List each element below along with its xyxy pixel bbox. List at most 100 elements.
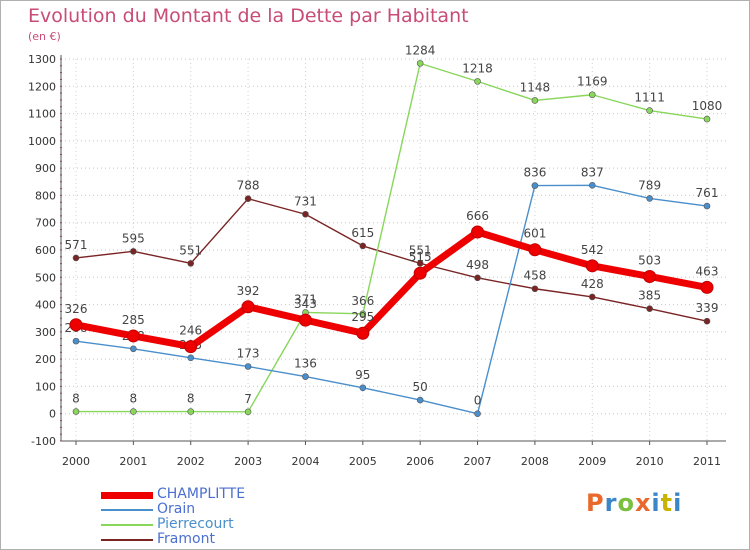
- legend-swatch: [101, 524, 153, 526]
- data-label-framont: 731: [294, 194, 317, 208]
- data-point-framont: [531, 285, 539, 293]
- series-line-pierrecourt: [76, 62, 708, 413]
- data-label-champlitte: 285: [122, 313, 145, 327]
- logo-letter: i: [673, 489, 683, 517]
- x-tick-label: 2001: [119, 455, 147, 468]
- y-tick-label: 300: [35, 326, 56, 339]
- x-tick-label: 2003: [234, 455, 262, 468]
- data-label-champlitte: 542: [581, 243, 604, 257]
- data-point-framont: [359, 242, 367, 250]
- data-label-framont: 615: [351, 226, 374, 240]
- data-point-orain: [130, 345, 137, 353]
- data-label-orain: 173: [237, 347, 260, 361]
- data-label-orain: 136: [294, 357, 317, 371]
- y-tick-label: 1000: [28, 135, 56, 148]
- data-label-champlitte: 666: [466, 209, 489, 223]
- data-label-champlitte: 343: [294, 297, 317, 311]
- data-point-pierrecourt: [531, 97, 539, 104]
- data-label-orain: 0: [474, 394, 482, 408]
- data-point-orain: [646, 195, 653, 202]
- data-label-champlitte: 601: [523, 227, 546, 241]
- data-label-pierrecourt: 1218: [462, 61, 493, 75]
- data-point-framont: [703, 317, 711, 325]
- data-label-pierrecourt: 1284: [405, 43, 436, 57]
- x-tick-label: 2009: [578, 455, 606, 468]
- series-line-orain: [75, 184, 708, 415]
- data-point-framont: [474, 274, 481, 282]
- data-label-pierrecourt: 371: [294, 292, 317, 306]
- data-label-framont: 428: [581, 277, 604, 291]
- data-point-champlitte: [413, 266, 427, 280]
- data-point-pierrecourt: [416, 60, 424, 67]
- data-point-champlitte: [126, 329, 140, 343]
- data-point-pierrecourt: [187, 408, 195, 415]
- data-point-framont: [302, 210, 309, 218]
- proxiti-logo: Proxiti: [586, 489, 682, 517]
- data-label-pierrecourt: 366: [351, 294, 374, 308]
- y-tick-label: 500: [35, 271, 56, 284]
- data-label-pierrecourt: 8: [187, 392, 195, 406]
- y-tick-label: 800: [35, 189, 56, 202]
- legend-label: Orain: [157, 501, 196, 517]
- data-point-champlitte: [298, 313, 312, 327]
- data-point-champlitte: [528, 243, 542, 257]
- data-point-pierrecourt: [588, 91, 596, 99]
- data-point-orain: [531, 182, 539, 189]
- data-point-orain: [416, 396, 424, 404]
- data-label-framont: 498: [466, 258, 489, 272]
- data-point-framont: [130, 248, 137, 255]
- data-label-champlitte: 326: [65, 302, 88, 316]
- data-point-orain: [187, 354, 195, 362]
- data-label-orain: 789: [638, 178, 661, 192]
- x-tick-label: 2002: [177, 455, 205, 468]
- data-point-framont: [646, 305, 653, 312]
- data-point-orain: [302, 373, 309, 380]
- legend-swatch: [101, 491, 153, 499]
- y-tick-label: 1300: [28, 53, 56, 66]
- legend-label: Framont: [157, 531, 215, 547]
- data-point-champlitte: [643, 269, 657, 283]
- y-tick-label: 1100: [28, 108, 56, 121]
- x-tick-label: 2000: [62, 455, 90, 468]
- data-label-pierrecourt: 7: [244, 392, 252, 406]
- legend-swatch: [101, 539, 153, 541]
- logo-letter: o: [617, 489, 635, 517]
- data-point-orain: [588, 182, 596, 189]
- y-tick-label: 0: [49, 408, 56, 421]
- data-label-orain: 761: [696, 186, 719, 200]
- data-point-pierrecourt: [244, 408, 252, 416]
- data-label-champlitte: 503: [638, 253, 661, 267]
- y-tick-label: -100: [31, 435, 56, 448]
- data-point-champlitte: [184, 340, 198, 354]
- data-point-orain: [72, 337, 80, 345]
- chart-title: Evolution du Montant de la Dette par Hab…: [28, 5, 469, 27]
- data-point-champlitte: [700, 280, 714, 294]
- data-label-pierrecourt: 1169: [577, 75, 608, 89]
- x-tick-label: 2008: [521, 455, 549, 468]
- data-point-framont: [72, 254, 80, 262]
- data-point-champlitte: [241, 300, 255, 314]
- x-tick-label: 2011: [693, 455, 721, 468]
- data-point-champlitte: [69, 318, 83, 332]
- data-label-framont: 458: [523, 269, 546, 283]
- data-label-framont: 551: [179, 243, 202, 257]
- data-label-pierrecourt: 8: [130, 392, 138, 406]
- logo-letter: P: [586, 489, 605, 517]
- x-tick-label: 2004: [291, 455, 319, 468]
- logo-letter: x: [634, 489, 652, 517]
- data-point-champlitte: [356, 326, 370, 340]
- data-point-framont: [588, 293, 596, 301]
- legend-swatch: [101, 509, 153, 511]
- data-point-pierrecourt: [474, 78, 481, 85]
- logo-letter: t: [660, 489, 674, 517]
- data-point-pierrecourt: [72, 408, 80, 415]
- data-label-framont: 595: [122, 231, 145, 245]
- x-tick-label: 2005: [349, 455, 377, 468]
- y-tick-label: 900: [35, 162, 56, 175]
- y-tick-label: 200: [35, 353, 56, 366]
- x-tick-label: 2010: [636, 455, 664, 468]
- data-label-champlitte: 295: [351, 310, 374, 324]
- series-line-champlitte: [75, 228, 708, 351]
